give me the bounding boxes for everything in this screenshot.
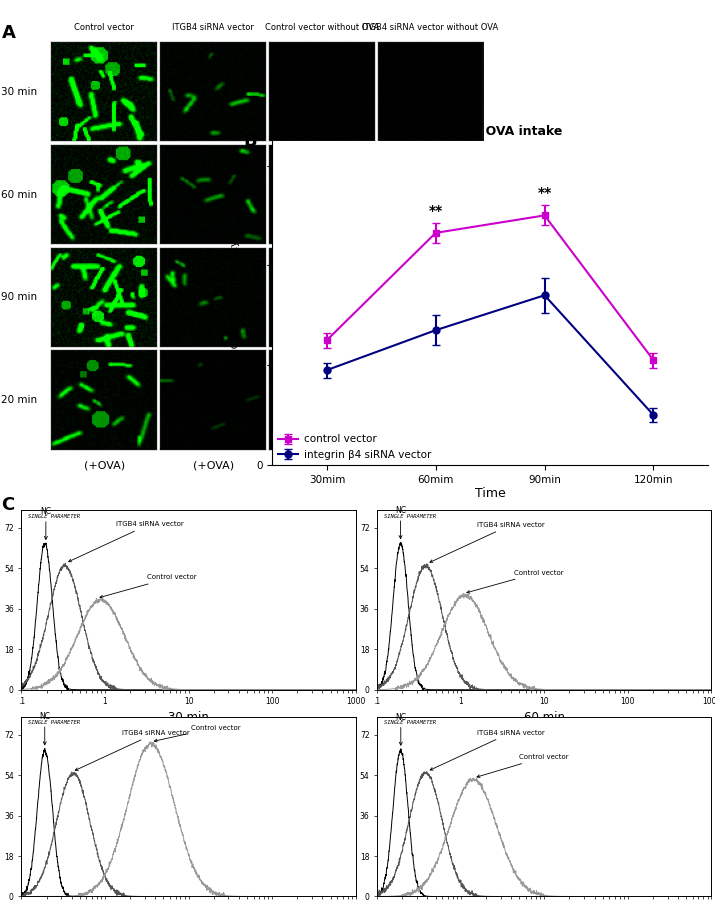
Text: (+OVA): (+OVA): [84, 460, 125, 470]
Text: Control vector: Control vector: [74, 23, 134, 32]
Text: A: A: [1, 24, 15, 42]
Text: 90 min: 90 min: [1, 292, 38, 303]
Text: Control vector: Control vector: [100, 575, 197, 598]
Title: MFI after OVA intake: MFI after OVA intake: [418, 125, 563, 138]
Text: ITGB4 siRNA vector: ITGB4 siRNA vector: [75, 730, 190, 770]
Text: B: B: [244, 132, 257, 150]
Text: SINGLE PARAMETER: SINGLE PARAMETER: [384, 514, 436, 519]
Text: NC: NC: [395, 506, 406, 539]
X-axis label: 30 min: 30 min: [168, 711, 209, 724]
Text: SINGLE PARAMETER: SINGLE PARAMETER: [384, 720, 436, 725]
X-axis label: 60 min: 60 min: [524, 711, 565, 724]
X-axis label: Time: Time: [475, 487, 506, 500]
Text: NC: NC: [39, 713, 50, 745]
Text: Control vector: Control vector: [154, 724, 240, 742]
Text: 20 min: 20 min: [1, 395, 38, 405]
Text: SINGLE PARAMETER: SINGLE PARAMETER: [28, 514, 80, 519]
Text: **: **: [428, 204, 443, 218]
Text: ITGB4 siRNA vector: ITGB4 siRNA vector: [69, 522, 183, 561]
Text: 30 min: 30 min: [1, 86, 38, 97]
Text: (+OVA): (+OVA): [192, 460, 234, 470]
Text: Control vector: Control vector: [477, 754, 568, 778]
Text: Control vector: Control vector: [467, 569, 563, 593]
Text: NC: NC: [40, 507, 51, 540]
Text: ITGB4 siRNA vector: ITGB4 siRNA vector: [430, 730, 545, 770]
Text: ITGB4 siRNA vector: ITGB4 siRNA vector: [430, 522, 545, 562]
Y-axis label: Fluorescence intensity: Fluorescence intensity: [230, 240, 240, 366]
Legend: control vector, integrin β4 siRNA vector: control vector, integrin β4 siRNA vector: [277, 434, 431, 460]
Text: **: **: [538, 187, 552, 200]
Text: NC: NC: [395, 713, 406, 745]
Text: ITGB4 siRNA vector: ITGB4 siRNA vector: [172, 23, 254, 32]
Text: ITGB4 siRNA vector without OVA: ITGB4 siRNA vector without OVA: [363, 23, 498, 32]
Text: SINGLE PARAMETER: SINGLE PARAMETER: [28, 720, 80, 725]
Text: C: C: [1, 496, 15, 514]
Text: 60 min: 60 min: [1, 189, 38, 200]
Text: Control vector without OVA: Control vector without OVA: [265, 23, 379, 32]
